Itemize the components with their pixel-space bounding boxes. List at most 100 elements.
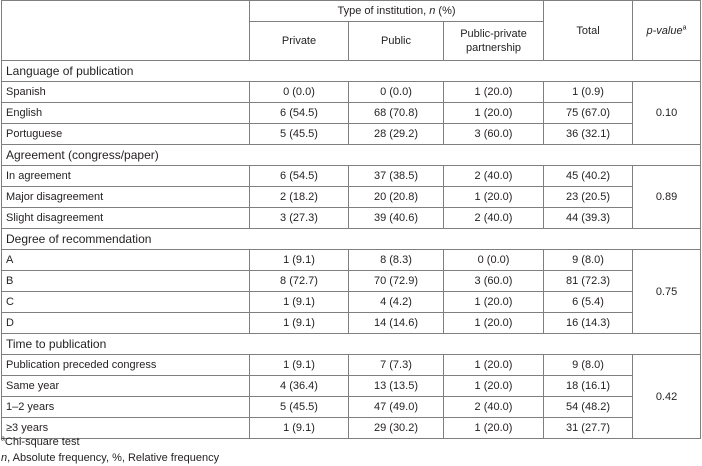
value-cell: 8 (72.7)	[249, 270, 349, 292]
value-cell: 44 (39.3)	[543, 207, 634, 229]
value-cell: 14 (14.6)	[348, 312, 444, 334]
table-row: Portuguese 5 (45.5) 28 (29.2) 3 (60.0) 36 (3…	[1, 123, 701, 145]
value-cell: 0 (0.0)	[442, 249, 545, 271]
ppp-header: Public-private partnership	[442, 21, 545, 61]
value-cell: 3 (60.0)	[442, 270, 545, 292]
value-cell: 1 (20.0)	[442, 354, 545, 376]
value-cell: 68 (70.8)	[348, 102, 444, 124]
value-cell: 31 (27.7)	[543, 417, 634, 439]
value-cell: 23 (20.5)	[543, 186, 634, 208]
table-row: Publication preceded congress 1 (9.1) 7 (7…	[1, 354, 702, 439]
row-label: Same year	[1, 375, 250, 397]
corner-cell	[1, 0, 250, 61]
table-row: ≥3 years 1 (9.1) 29 (30.2) 1 (20.0) 31 (27.7…	[1, 417, 701, 439]
value-cell: 45 (40.2)	[543, 165, 634, 187]
value-cell: 28 (29.2)	[348, 123, 444, 145]
value-cell: 1 (20.0)	[442, 375, 545, 397]
table-row: Slight disagreement 3 (27.3) 39 (40.6) 2 (4…	[1, 207, 701, 229]
value-cell: 29 (30.2)	[348, 417, 444, 439]
value-cell: 1 (9.1)	[249, 249, 349, 271]
value-cell: 3 (27.3)	[249, 207, 349, 229]
value-cell: 36 (32.1)	[543, 123, 634, 145]
value-cell: 6 (5.4)	[543, 291, 634, 313]
value-cell: 6 (54.5)	[249, 102, 349, 124]
row-label: Spanish	[1, 81, 250, 103]
value-cell: 2 (40.0)	[442, 207, 545, 229]
value-cell: 13 (13.5)	[348, 375, 444, 397]
value-cell: 75 (67.0)	[543, 102, 634, 124]
row-label: D	[1, 312, 250, 334]
row-label: C	[1, 291, 250, 313]
table-row: 1–2 years 5 (45.5) 47 (49.0) 2 (40.0) 54 (48…	[1, 396, 701, 418]
value-cell: 2 (40.0)	[442, 165, 545, 187]
row-label: Slight disagreement	[1, 207, 250, 229]
p-value-cell: 0.10	[632, 81, 702, 145]
p-value-cell: 0.75	[632, 249, 702, 334]
row-label: 1–2 years	[1, 396, 250, 418]
value-cell: 9 (8.0)	[543, 249, 634, 271]
footnote-abbreviations: n, Absolute frequency, %, Relative frequ…	[1, 452, 220, 464]
table-footnotes: aChi-square test n, Absolute frequency, …	[1, 434, 219, 466]
value-cell: 1 (20.0)	[442, 417, 545, 439]
value-cell: 4 (4.2)	[348, 291, 444, 313]
value-cell: 4 (36.4)	[249, 375, 349, 397]
footnote-chi-square: aChi-square test	[1, 435, 80, 448]
table-row: English 6 (54.5) 68 (70.8) 1 (20.0) 75 (67.0…	[1, 102, 701, 124]
section-title: Agreement (congress/paper)	[0, 144, 702, 166]
value-cell: 70 (72.9)	[348, 270, 444, 292]
value-cell: 1 (9.1)	[249, 417, 349, 439]
row-label: English	[1, 102, 250, 124]
table-row: Major disagreement 2 (18.2) 20 (20.8) 1 (20…	[1, 186, 701, 208]
total-header: Total	[543, 0, 634, 61]
value-cell: 1 (9.1)	[249, 312, 349, 334]
value-cell: 2 (18.2)	[249, 186, 349, 208]
row-label: Publication preceded congress	[1, 354, 250, 376]
private-header: Private	[249, 21, 349, 61]
value-cell: 1 (20.0)	[442, 312, 545, 334]
value-cell: 1 (0.9)	[543, 81, 634, 103]
value-cell: 37 (38.5)	[348, 165, 444, 187]
p-value-cell: 0.89	[632, 165, 702, 229]
row-label: ≥3 years	[1, 417, 250, 439]
section-title: Time to publication	[0, 333, 702, 355]
row-label: Portuguese	[1, 123, 250, 145]
value-cell: 0 (0.0)	[348, 81, 444, 103]
value-cell: 8 (8.3)	[348, 249, 444, 271]
value-cell: 5 (45.5)	[249, 396, 349, 418]
results-table: Type of institution, n (%) Total p-value…	[0, 0, 702, 439]
table-row: Same year 4 (36.4) 13 (13.5) 1 (20.0) 18 (16…	[1, 375, 701, 397]
value-cell: 16 (14.3)	[543, 312, 634, 334]
section-title: Language of publication	[0, 60, 702, 82]
value-cell: 2 (40.0)	[442, 396, 545, 418]
value-cell: 54 (48.2)	[543, 396, 634, 418]
table-row: In agreement 6 (54.5) 37 (38.5) 2 (40.0) 45 …	[1, 165, 702, 229]
value-cell: 1 (20.0)	[442, 186, 545, 208]
value-cell: 5 (45.5)	[249, 123, 349, 145]
table-row: Spanish 0 (0.0) 0 (0.0) 1 (20.0) 1 (0.9) 0.10	[1, 81, 702, 145]
value-cell: 39 (40.6)	[348, 207, 444, 229]
value-cell: 81 (72.3)	[543, 270, 634, 292]
value-cell: 18 (16.1)	[543, 375, 634, 397]
value-cell: 1 (20.0)	[442, 291, 545, 313]
value-cell: 0 (0.0)	[249, 81, 349, 103]
value-cell: 1 (9.1)	[249, 354, 349, 376]
value-cell: 1 (9.1)	[249, 291, 349, 313]
public-header: Public	[348, 21, 444, 61]
value-cell: 47 (49.0)	[348, 396, 444, 418]
value-cell: 7 (7.3)	[348, 354, 444, 376]
row-label: Major disagreement	[1, 186, 250, 208]
value-cell: 9 (8.0)	[543, 354, 634, 376]
value-cell: 3 (60.0)	[442, 123, 545, 145]
value-cell: 6 (54.5)	[249, 165, 349, 187]
value-cell: 1 (20.0)	[442, 81, 545, 103]
row-label: B	[1, 270, 250, 292]
section-title: Degree of recommendation	[0, 228, 702, 250]
group-header: Type of institution, n (%)	[248, 0, 545, 22]
row-label: In agreement	[1, 165, 250, 187]
value-cell: 20 (20.8)	[348, 186, 444, 208]
row-label: A	[1, 249, 250, 271]
